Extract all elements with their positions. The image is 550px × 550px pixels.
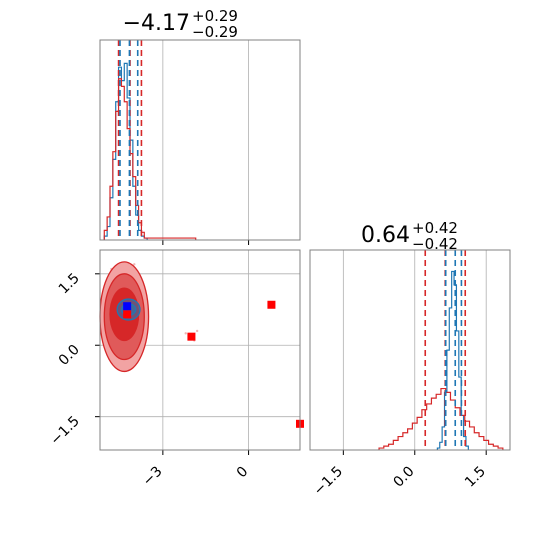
- tick-label-x-1: 0: [234, 464, 252, 482]
- contour-2d: −3 0 −1.5 0.0 1.5: [47, 249, 304, 490]
- title-param2-main: 0.64: [361, 223, 410, 248]
- title-param2-plus: +0.42: [412, 219, 458, 237]
- tick-label-x-0: −1.5: [311, 464, 346, 499]
- hist-series-red: [378, 387, 504, 450]
- sample-point-1: [133, 263, 136, 266]
- title-param1: −4.17 +0.29 −0.29: [123, 7, 238, 41]
- title-param1-main: −4.17: [123, 11, 190, 36]
- sample-point-7: [195, 329, 199, 333]
- red-marker-2: [267, 300, 276, 309]
- title-param1-plus: +0.29: [192, 7, 238, 25]
- sample-point-6: [184, 332, 187, 335]
- title-param2: 0.64 +0.42 −0.42: [361, 219, 458, 253]
- tick-label-y-0: −1.5: [47, 413, 82, 448]
- blue-marker-0: [123, 302, 132, 311]
- hist-series-red: [103, 78, 197, 240]
- title-param1-minus: −0.29: [192, 23, 238, 41]
- red-marker-0: [123, 310, 132, 319]
- axes-frame-mid: [99, 249, 301, 451]
- tick-label-y-2: 1.5: [56, 270, 83, 297]
- axes-frame-right: [309, 249, 511, 451]
- red-marker-1: [187, 332, 196, 341]
- tick-label-x-1: 0.0: [391, 464, 418, 491]
- tick-label-x-2: 1.5: [462, 464, 489, 491]
- hist-series-blue: [436, 270, 469, 450]
- histogram-param1: [99, 39, 301, 245]
- tick-label-y-1: 0.0: [56, 342, 83, 369]
- axes-frame-top: [99, 39, 301, 241]
- tick-label-x-0: −3: [140, 464, 166, 490]
- histogram-param2: −1.5 0.0 1.5: [309, 249, 511, 499]
- title-param2-minus: −0.42: [412, 235, 458, 253]
